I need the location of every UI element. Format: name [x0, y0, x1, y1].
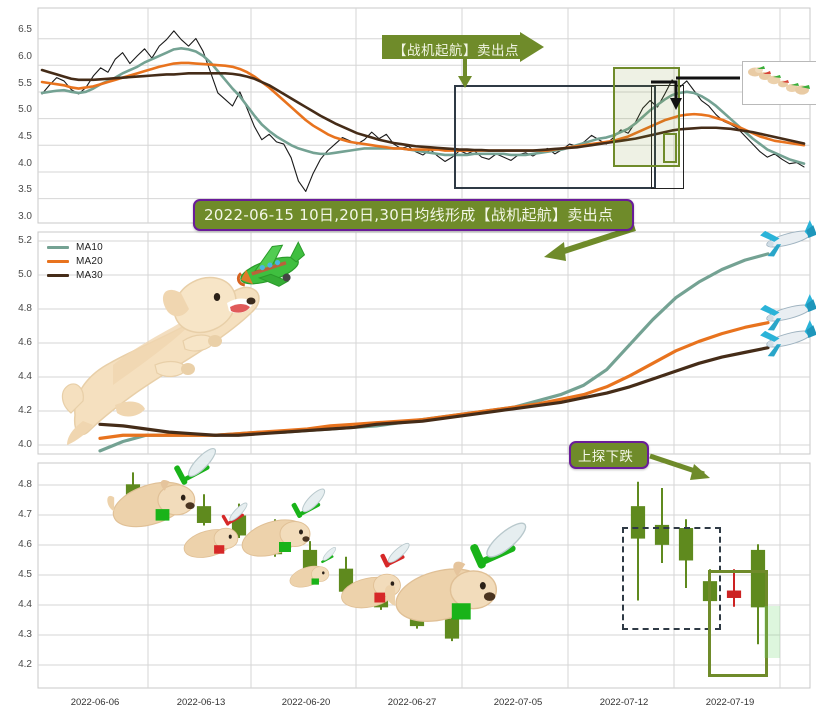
banner-arrow-polygon [382, 32, 544, 62]
dog-catching-plane-sticker [61, 241, 306, 445]
ytick-bot-4.7: 4.7 [18, 509, 32, 520]
legend-swatch-ma30 [47, 273, 69, 277]
ytick-top-4.5: 4.5 [18, 131, 32, 142]
mini-dog-trail-thumbnail [748, 66, 810, 95]
candle-body [630, 506, 646, 539]
bottom-arrow-head [690, 464, 710, 480]
highlight-box-green [613, 67, 680, 167]
ytick-mid-5.2: 5.2 [18, 235, 32, 246]
ytick-mid-4.6: 4.6 [18, 337, 32, 348]
callout-arrow-stem [557, 225, 636, 256]
legend-item-ma30: MA30 [47, 268, 103, 282]
leader-arrowhead [670, 98, 682, 110]
leader-elbow [651, 80, 678, 101]
airplane-sticker-ma10 [760, 219, 816, 257]
bottom-callout-arrow-svg [649, 453, 710, 480]
flying-dogs-propeller-trail [107, 448, 527, 622]
middle-series-ma30 [98, 346, 770, 437]
dog-sticker-3 [241, 488, 326, 557]
ytick-mid-4.2: 4.2 [18, 405, 32, 416]
inset-thumbnail-box [742, 61, 816, 105]
ytick-top-6.5: 6.5 [18, 24, 32, 35]
dashdot-region-box [622, 527, 721, 630]
green-shade-band [764, 606, 780, 658]
region-box-dark [454, 85, 656, 189]
ytick-top-3.5: 3.5 [18, 184, 32, 195]
ytick-mid-5.0: 5.0 [18, 269, 32, 280]
xtick-1: 2022-06-13 [176, 697, 226, 708]
xtick-4: 2022-07-05 [493, 697, 543, 708]
legend-item-ma10: MA10 [47, 240, 103, 254]
candle-body [196, 506, 212, 523]
ytick-mid-4.0: 4.0 [18, 439, 32, 450]
dog-body-shape [61, 276, 260, 445]
legend-swatch-ma20 [47, 259, 69, 263]
banner-sell-signal: 【战机起航】卖出点 [382, 32, 544, 64]
banner-sell-signal-label: 【战机起航】卖出点 [393, 43, 519, 59]
legend-label-ma10: MA10 [76, 241, 103, 253]
airplane-sticker-ma20 [760, 293, 816, 331]
ytick-top-3.0: 3.0 [18, 211, 32, 222]
xtick-3: 2022-06-27 [387, 697, 437, 708]
callout-pointer-arrow-svg [544, 225, 636, 261]
ytick-bot-4.2: 4.2 [18, 659, 32, 670]
region-box-thin [651, 85, 684, 189]
legend-item-ma20: MA20 [47, 254, 103, 268]
bottom-annotation-text: 上探下跌 [578, 449, 634, 465]
toy-airplane-shape [236, 241, 306, 287]
main-annotation-callout: 2022-06-15 10日,20日,30日均线形成【战机起航】卖出点 [193, 199, 634, 231]
ytick-bot-4.8: 4.8 [18, 479, 32, 490]
xtick-6: 2022-07-19 [705, 697, 755, 708]
airplane-sticker-ma30 [760, 319, 816, 357]
ytick-bot-4.4: 4.4 [18, 599, 32, 610]
ytick-top-6.0: 6.0 [18, 51, 32, 62]
candle-body [654, 524, 670, 545]
solid-green-region-box [708, 570, 768, 677]
ytick-top-5.5: 5.5 [18, 78, 32, 89]
banner-down-arrow-svg [458, 58, 472, 88]
dog-sticker-2 [183, 502, 248, 558]
ytick-top-5.0: 5.0 [18, 104, 32, 115]
dog-sticker-6 [384, 522, 527, 622]
ytick-bot-4.6: 4.6 [18, 539, 32, 550]
legend-swatch-ma10 [47, 245, 69, 249]
ytick-mid-4.4: 4.4 [18, 371, 32, 382]
callout-arrow-head [544, 242, 566, 261]
banner-arrow-shape [382, 32, 544, 62]
panel-middle-zoom [37, 231, 811, 455]
dog-sticker-1 [107, 448, 217, 528]
bottom-annotation-callout: 上探下跌 [569, 441, 649, 469]
inner-box-green [663, 133, 677, 163]
main-annotation-text: 2022-06-15 10日,20日,30日均线形成【战机起航】卖出点 [204, 206, 614, 224]
legend-label-ma30: MA30 [76, 269, 103, 281]
ytick-bot-4.5: 4.5 [18, 569, 32, 580]
top-series-ma30 [40, 68, 806, 152]
legend-label-ma20: MA20 [76, 255, 103, 267]
candle-body [750, 549, 766, 608]
middle-series-group [98, 252, 770, 453]
xtick-2: 2022-06-20 [281, 697, 331, 708]
top-series-ma20 [40, 61, 806, 152]
ytick-mid-4.8: 4.8 [18, 303, 32, 314]
ma-legend: MA10 MA20 MA30 [47, 240, 103, 282]
xtick-0: 2022-06-06 [70, 697, 120, 708]
ytick-bot-4.3: 4.3 [18, 629, 32, 640]
candle-body [726, 590, 742, 598]
xtick-5: 2022-07-12 [599, 697, 649, 708]
dog-sticker-4 [289, 547, 337, 588]
banner-arrow-head [458, 76, 472, 88]
ytick-top-4.0: 4.0 [18, 158, 32, 169]
